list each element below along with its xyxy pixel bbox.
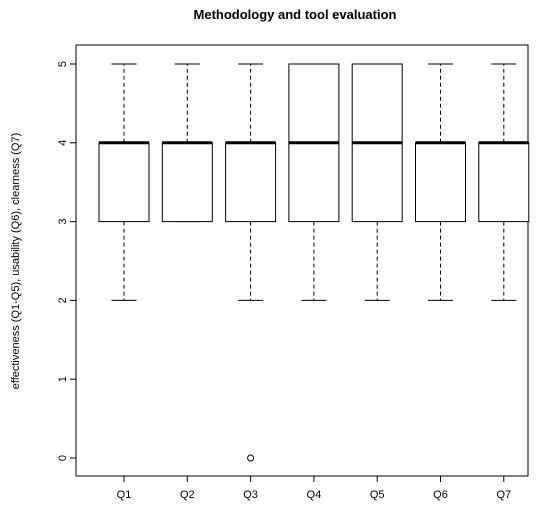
x-tick-label: Q1	[117, 489, 132, 501]
x-tick-label: Q2	[180, 489, 195, 501]
box-rect	[415, 142, 466, 223]
y-axis: 0 1 2 3 4 5	[57, 61, 77, 461]
x-tick-label: Q4	[307, 489, 322, 501]
y-tick-label: 4	[57, 140, 69, 146]
boxes-group	[98, 63, 530, 462]
y-tick-label: 1	[57, 376, 69, 382]
x-tick-label: Q6	[433, 489, 448, 501]
box-rect	[478, 142, 530, 223]
box-q5	[351, 63, 403, 301]
x-tick-label: Q5	[370, 489, 385, 501]
y-axis-label: effectiveness (Q1-Q5), usability (Q6), c…	[10, 133, 22, 390]
x-tick-label: Q3	[243, 489, 258, 501]
y-tick-label: 5	[57, 61, 69, 67]
box-rect	[225, 142, 277, 223]
box-q2	[161, 63, 213, 223]
box-rect	[161, 142, 213, 223]
box-rect	[98, 142, 150, 223]
y-tick-label: 2	[57, 297, 69, 303]
box-q1	[98, 63, 150, 301]
box-q4	[288, 63, 340, 301]
y-tick-label: 0	[57, 455, 69, 461]
outlier-point	[247, 454, 255, 462]
chart-title: Methodology and tool evaluation	[194, 7, 397, 22]
x-axis: Q1 Q2 Q3 Q4 Q5 Q6 Q7	[117, 475, 511, 501]
box-q6	[415, 63, 466, 301]
box-q7	[478, 63, 530, 301]
y-tick-label: 3	[57, 219, 69, 225]
box-q3	[225, 63, 277, 462]
x-tick-label: Q7	[496, 489, 511, 501]
